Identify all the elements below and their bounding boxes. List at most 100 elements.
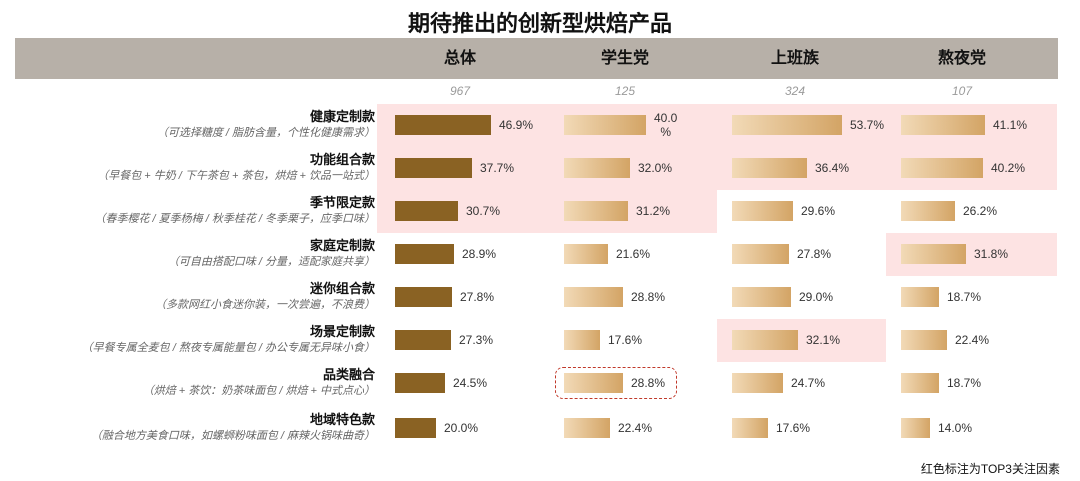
sample-size: 125 [614, 84, 636, 98]
value-label: 41.1% [993, 118, 1028, 132]
category-label: 功能组合款 （早餐包 + 牛奶 / 下午茶包 + 茶包，烘焙 + 饮品一站式） [20, 151, 375, 184]
bar [901, 330, 947, 350]
bar [564, 158, 630, 178]
value-label: 40.2% [991, 161, 1026, 175]
bar [732, 373, 783, 393]
value-label: 27.8% [460, 290, 495, 304]
category-name: 健康定制款 [309, 109, 375, 124]
bar [901, 373, 939, 393]
value-label: 17.6% [608, 333, 643, 347]
value-label: 18.7% [947, 376, 982, 390]
bar [732, 244, 789, 264]
category-name: 地域特色款 [309, 412, 375, 427]
footnote: 红色标注为TOP3关注因素 [920, 462, 1060, 476]
category-description: （春季樱花 / 夏季杨梅 / 秋季桂花 / 冬季栗子，应季口味） [94, 213, 375, 225]
bar [395, 373, 445, 393]
bar [732, 330, 798, 350]
bar [732, 287, 791, 307]
group-header: 上班族 [770, 50, 819, 67]
category-label: 健康定制款 （可选择糖度 / 脂肪含量，个性化健康需求） [20, 108, 375, 141]
category-description: （早餐专属全麦包 / 熬夜专属能量包 / 办公专属无异味小食） [81, 342, 375, 354]
value-label: 18.7% [947, 290, 982, 304]
category-label: 迷你组合款 （多款网红小食迷你装，一次尝遍，不浪费） [20, 280, 375, 313]
value-label: 31.2% [636, 204, 671, 218]
category-name: 场景定制款 [309, 324, 375, 339]
category-name: 品类融合 [322, 367, 375, 382]
category-name: 家庭定制款 [309, 238, 375, 253]
category-description: （烘焙 + 茶饮：奶茶味面包 / 烘焙 + 中式点心） [142, 385, 375, 397]
sample-size: 107 [951, 84, 973, 98]
category-label: 季节限定款 （春季樱花 / 夏季杨梅 / 秋季桂花 / 冬季栗子，应季口味） [20, 194, 375, 227]
category-name: 功能组合款 [309, 152, 375, 167]
sample-size: 967 [449, 84, 471, 98]
group-header: 学生党 [600, 50, 649, 67]
bar [564, 201, 628, 221]
category-name: 迷你组合款 [309, 281, 375, 296]
category-description: （融合地方美食口味，如螺蛳粉味面包 / 麻辣火锅味曲奇） [90, 430, 375, 442]
value-label: 31.8% [974, 247, 1009, 261]
value-label: 32.1% [806, 333, 841, 347]
value-label: 29.0% [799, 290, 834, 304]
category-label: 品类融合 （烘焙 + 茶饮：奶茶味面包 / 烘焙 + 中式点心） [20, 366, 375, 399]
value-label: 30.7% [466, 204, 501, 218]
bar [395, 115, 491, 135]
value-label: 53.7% [850, 118, 885, 132]
sample-size: 324 [784, 84, 806, 98]
value-label: 32.0% [638, 161, 673, 175]
bar [395, 244, 454, 264]
bar [395, 201, 458, 221]
value-label: 28.8% [631, 290, 666, 304]
value-label: 27.8% [797, 247, 832, 261]
bar [564, 418, 610, 438]
bar [732, 115, 842, 135]
category-label: 家庭定制款 （可自由搭配口味 / 分量，适配家庭共享） [20, 237, 375, 270]
category-description: （可选择糖度 / 脂肪含量，个性化健康需求） [156, 127, 375, 139]
bar [732, 201, 793, 221]
value-label: 24.5% [453, 376, 488, 390]
value-label: 40.0 % [654, 111, 678, 139]
value-label: 17.6% [776, 421, 811, 435]
value-label: 22.4% [618, 421, 653, 435]
bar [901, 158, 983, 178]
category-description: （可自由搭配口味 / 分量，适配家庭共享） [167, 256, 375, 268]
value-label: 14.0% [938, 421, 973, 435]
value-label: 29.6% [801, 204, 836, 218]
value-label: 27.3% [459, 333, 494, 347]
group-header: 总体 [443, 50, 476, 67]
value-label: 20.0% [444, 421, 479, 435]
value-label: 46.9% [499, 118, 534, 132]
value-label: 21.6% [616, 247, 651, 261]
bar [564, 115, 646, 135]
chart-title: 期待推出的创新型烘焙产品 [407, 11, 672, 36]
group-header: 熬夜党 [937, 50, 986, 67]
value-label: 28.8% [631, 376, 666, 390]
bar [901, 287, 939, 307]
bar [901, 201, 955, 221]
value-label: 28.9% [462, 247, 497, 261]
bar [732, 158, 807, 178]
bar [901, 115, 985, 135]
value-label: 36.4% [815, 161, 850, 175]
bar [395, 287, 452, 307]
bar [395, 158, 472, 178]
category-label: 场景定制款 （早餐专属全麦包 / 熬夜专属能量包 / 办公专属无异味小食） [20, 323, 375, 356]
bar [395, 330, 451, 350]
dashed-highlight-box [555, 367, 677, 399]
bar [395, 418, 436, 438]
category-description: （多款网红小食迷你装，一次尝遍，不浪费） [155, 299, 375, 311]
bar [564, 287, 623, 307]
value-label: 22.4% [955, 333, 990, 347]
bar [564, 330, 600, 350]
category-description: （早餐包 + 牛奶 / 下午茶包 + 茶包，烘焙 + 饮品一站式） [97, 170, 375, 182]
bar [564, 373, 623, 393]
value-label: 37.7% [480, 161, 515, 175]
value-label: 26.2% [963, 204, 998, 218]
value-label: 24.7% [791, 376, 826, 390]
bar [901, 418, 930, 438]
category-label: 地域特色款 （融合地方美食口味，如螺蛳粉味面包 / 麻辣火锅味曲奇） [20, 411, 375, 444]
bar [901, 244, 966, 264]
bar [564, 244, 608, 264]
header-band [15, 38, 1058, 79]
bar [732, 418, 768, 438]
category-name: 季节限定款 [309, 195, 375, 210]
